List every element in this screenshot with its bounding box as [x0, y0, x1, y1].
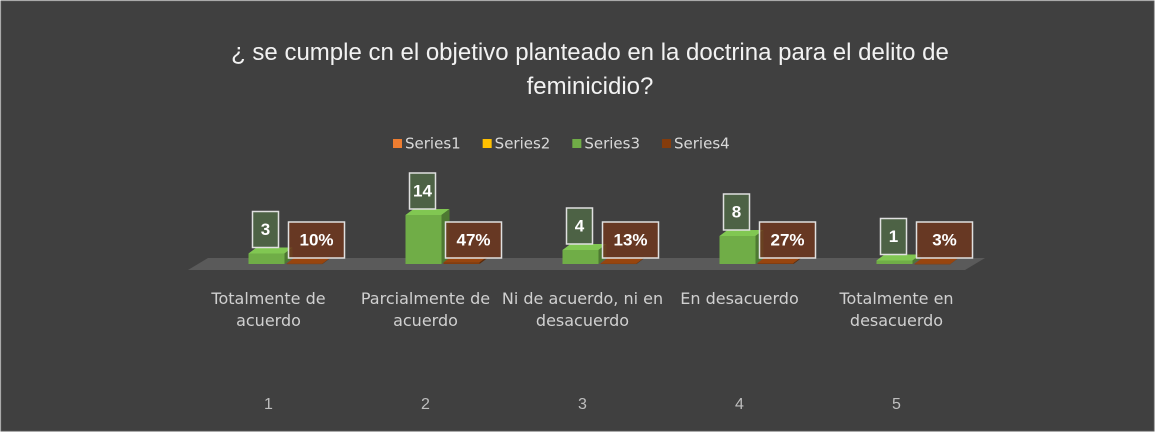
bar: [443, 262, 480, 264]
legend-swatch: [572, 139, 582, 148]
data-label-box: [722, 193, 751, 231]
bar: [914, 263, 951, 265]
category-box: Parcialmente de acuerdo: [360, 289, 491, 330]
x-group-label: 4: [735, 396, 744, 413]
bar: [600, 263, 637, 265]
data-label: 47%: [456, 230, 490, 249]
bar: [757, 263, 794, 264]
bar: [719, 236, 756, 264]
x-tick-label: Totalmente en desacuerdo: [839, 289, 954, 330]
data-label-box: [408, 172, 437, 210]
data-label-box: [915, 221, 974, 259]
x-group-label: 2: [421, 396, 430, 413]
bar-top: [562, 244, 607, 250]
category-box: Totalmente de acuerdo: [211, 289, 326, 330]
bar-side: [322, 257, 331, 264]
title-box: ¿ se cumple cn el objetivo planteado en …: [231, 39, 949, 100]
x-tick-label: Totalmente de acuerdo: [211, 289, 326, 330]
data-label: 13%: [613, 230, 647, 249]
bar: [876, 260, 913, 264]
x-group-label: 1: [264, 396, 273, 413]
data-label-box: [758, 221, 817, 259]
data-label: 1: [889, 227, 898, 246]
chart-title: ¿ se cumple cn el objetivo planteado en …: [231, 39, 949, 100]
legend-label: Series3: [584, 135, 640, 153]
data-label: 27%: [770, 230, 804, 249]
legend-label: Series1: [405, 135, 461, 153]
x-group-label: 3: [578, 396, 587, 413]
bar: [405, 215, 442, 264]
data-label-box: [601, 221, 660, 259]
data-label: 3%: [932, 230, 957, 249]
bar: [562, 250, 599, 264]
data-label-box: [444, 221, 503, 259]
x-tick-label: Ni de acuerdo, ni en desacuerdo: [501, 289, 664, 330]
data-label: 4: [575, 216, 585, 235]
x-group-label: 5: [892, 396, 901, 413]
legend-swatch: [482, 139, 492, 148]
data-label-box: [287, 221, 346, 259]
bar-side: [793, 257, 802, 264]
bar: [286, 263, 323, 265]
data-label: 14: [413, 181, 432, 200]
x-tick-label: En desacuerdo: [680, 289, 799, 308]
bar: [248, 253, 285, 264]
bar-side: [950, 257, 959, 264]
bar-top: [914, 257, 959, 264]
x-tick-label: Parcialmente de acuerdo: [360, 289, 491, 330]
data-label: 8: [732, 202, 741, 221]
category-box: En desacuerdo: [680, 289, 799, 308]
data-label: 3: [261, 220, 270, 239]
bar-side: [636, 257, 645, 264]
data-label-box: [251, 210, 280, 249]
data-label: 10%: [299, 230, 333, 249]
data-label-box: [565, 207, 594, 245]
category-box: Totalmente en desacuerdo: [839, 289, 954, 330]
bar-top: [286, 257, 331, 264]
bar-top: [600, 257, 645, 264]
legend-label: Series2: [495, 135, 551, 153]
bar-top: [876, 254, 921, 261]
bar-top: [248, 247, 293, 254]
legend-swatch: [393, 139, 402, 148]
bar-top: [405, 209, 450, 215]
data-label-box: [879, 217, 908, 256]
legend-swatch: [662, 139, 672, 148]
bar-top: [719, 230, 764, 236]
category-box: Ni de acuerdo, ni en desacuerdo: [501, 289, 664, 330]
legend-label: Series4: [674, 135, 730, 153]
